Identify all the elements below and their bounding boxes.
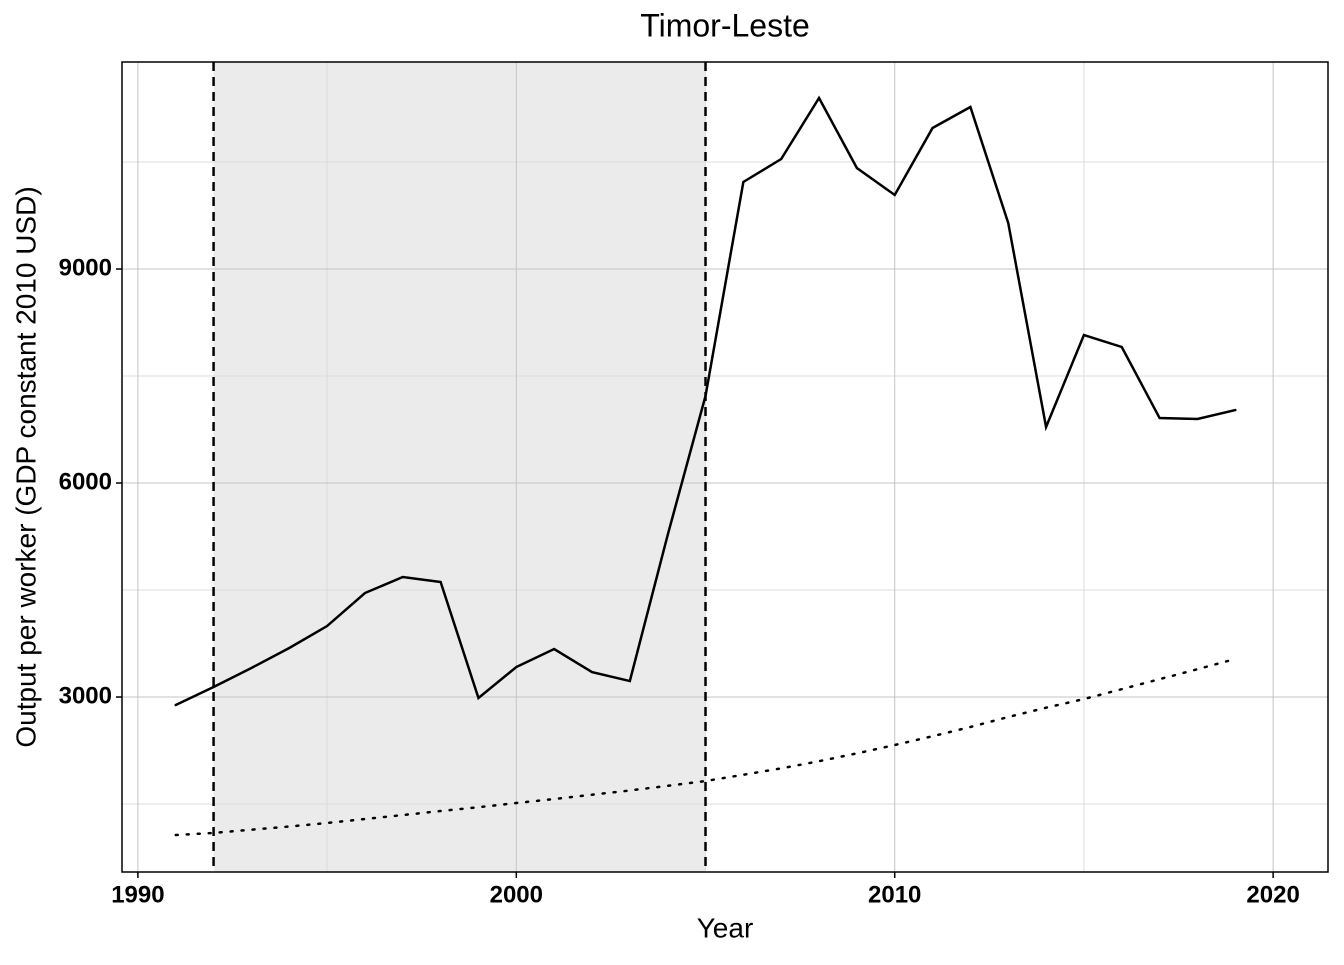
chart-title: Timor-Leste [640, 7, 810, 43]
x-axis-label: Year [697, 912, 754, 943]
y-axis-label: Output per worker (GDP constant 2010 USD… [10, 186, 41, 747]
y-tick-label: 6000 [59, 468, 112, 495]
plot-frame [121, 61, 1329, 873]
series-line [174, 657, 1237, 837]
shaded-region [213, 62, 706, 872]
x-tick-label: 2020 [1246, 881, 1299, 908]
x-tick-label: 2000 [490, 881, 543, 908]
y-tick-label: 9000 [59, 254, 112, 281]
y-tick-label: 3000 [59, 682, 112, 709]
x-tick-label: 1990 [111, 881, 164, 908]
x-tick-label: 2010 [868, 881, 921, 908]
series-line [174, 95, 1237, 707]
